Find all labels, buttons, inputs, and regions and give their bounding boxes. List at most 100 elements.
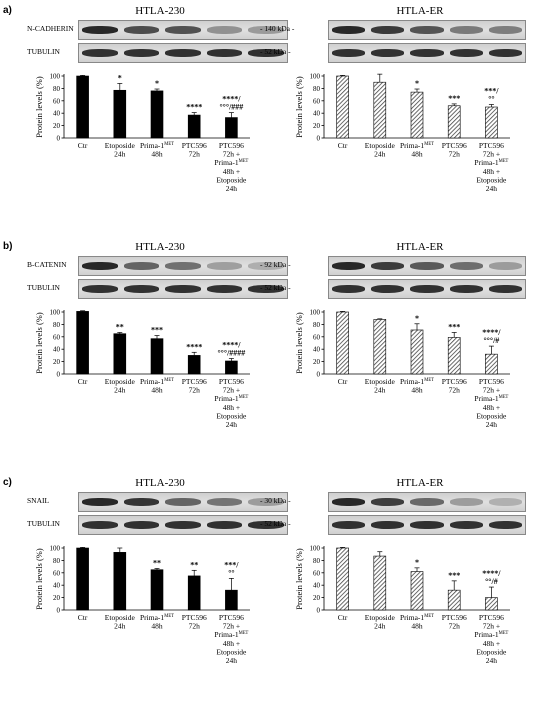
blot-band (206, 498, 243, 506)
y-tick-label: 80 (53, 85, 61, 93)
western-blot-tubulin (78, 515, 288, 535)
blot-band (488, 26, 522, 34)
bar (447, 337, 461, 375)
x-tick-label: 48h + (223, 403, 240, 412)
significance-label: °°/# (485, 577, 498, 586)
bar (76, 75, 89, 139)
bar (410, 329, 424, 375)
y-tick-label: 20 (53, 594, 61, 602)
x-tick-label: Etoposide (105, 613, 136, 622)
blot-band (248, 49, 284, 57)
cell-line-title: HTLA-230 (135, 477, 185, 489)
x-tick-label: 24h (226, 656, 238, 665)
blot-band (371, 262, 405, 270)
blot-band (410, 26, 444, 34)
y-tick-label: 40 (313, 346, 321, 354)
kda-label: - 92 kDa - (260, 260, 291, 269)
bar (336, 547, 349, 611)
y-tick-label: 20 (53, 122, 61, 130)
blot-band (82, 521, 118, 529)
x-tick-label: 72h + (223, 386, 240, 395)
y-tick-label: 60 (53, 569, 61, 577)
y-tick-label: 20 (313, 122, 321, 130)
x-tick-label: Etoposide (216, 647, 247, 656)
significance-label: *** (151, 326, 163, 335)
western-blot-target (78, 20, 288, 40)
western-blot-tubulin (328, 43, 526, 63)
significance-label: °° (488, 95, 494, 104)
bar (410, 571, 424, 611)
x-tick-label: PTC596 (442, 141, 467, 150)
blot-label: TUBULIN (27, 519, 60, 528)
significance-label: ** (116, 322, 124, 331)
blot-band (206, 262, 243, 270)
blot-band (123, 521, 160, 529)
y-tick-label: 100 (50, 545, 61, 553)
x-tick-label: 48h (151, 622, 163, 631)
x-tick-label: PTC596 (182, 613, 207, 622)
y-tick-label: 100 (50, 309, 61, 317)
bar (373, 555, 387, 611)
bar-chart: Protein levels (%) 0 20 40 60 80 100 Ctr * Etopos… (34, 73, 250, 193)
kda-label: - 140 kDa - (260, 24, 295, 33)
x-tick-label: PTC596 (219, 613, 244, 622)
y-tick-label: 0 (57, 371, 61, 379)
western-blot-target (328, 492, 526, 512)
blot-band (332, 49, 366, 57)
bar (485, 597, 498, 611)
bar-chart: Protein levels (%) 0 20 40 60 80 100 Ctr Etoposi… (294, 73, 510, 193)
blot-band (449, 498, 483, 506)
blot-label: N-CADHERIN (27, 24, 74, 33)
x-tick-label: 48h + (223, 639, 240, 648)
x-tick-label: Etoposide (105, 141, 136, 150)
blot-band (332, 26, 366, 34)
y-axis-label: Protein levels (%) (34, 312, 44, 374)
x-tick-label: Prima-1MET (140, 141, 174, 150)
x-tick-label: 48h + (483, 403, 500, 412)
bar (373, 81, 387, 139)
bar (373, 319, 387, 375)
significance-label: **** (186, 342, 202, 351)
bar (187, 114, 201, 139)
blot-band (488, 521, 522, 529)
blot-band (206, 26, 243, 34)
y-tick-label: 80 (53, 557, 61, 565)
panel-letter: a) (3, 5, 12, 16)
blot-band (488, 49, 522, 57)
significance-label: * (415, 79, 419, 88)
significance-label: °° (228, 568, 234, 577)
bar-chart: Protein levels (%) 0 20 40 60 80 100 Ctr ** Etopo… (34, 309, 250, 429)
blot-band (332, 521, 366, 529)
x-tick-label: PTC596 (479, 613, 504, 622)
bar (225, 117, 238, 139)
y-tick-label: 40 (53, 346, 61, 354)
blot-band (165, 26, 201, 34)
blot-band (410, 498, 444, 506)
cell-line-title: HTLA-ER (396, 241, 444, 253)
blot-band (248, 26, 284, 34)
x-tick-label: Etoposide (105, 377, 136, 386)
x-tick-label: 72h (449, 150, 461, 159)
bar (410, 91, 424, 139)
blot-band (332, 262, 366, 270)
x-tick-label: PTC596 (219, 377, 244, 386)
x-tick-label: Prima-1MET (214, 158, 248, 167)
x-tick-label: Ctr (338, 613, 348, 622)
blot-label: B-CATENIN (27, 260, 67, 269)
y-tick-label: 60 (53, 97, 61, 105)
x-tick-label: Prima-1MET (140, 613, 174, 622)
bar-chart: Protein levels (%) 0 20 40 60 80 100 Ctr Etoposi… (294, 309, 510, 429)
panel-letter: b) (3, 241, 13, 252)
bar (76, 547, 89, 611)
blot-band (332, 285, 366, 293)
y-tick-label: 100 (310, 309, 321, 317)
blot-band (123, 49, 160, 57)
x-tick-label: Prima-1MET (474, 158, 508, 167)
x-tick-label: Ctr (78, 377, 88, 386)
x-tick-label: 48h (411, 386, 423, 395)
y-axis-label: Protein levels (%) (294, 548, 304, 610)
blot-band (410, 285, 444, 293)
cell-line-title: HTLA-ER (396, 5, 444, 17)
blot-band (123, 262, 160, 270)
x-tick-label: Etoposide (476, 175, 507, 184)
